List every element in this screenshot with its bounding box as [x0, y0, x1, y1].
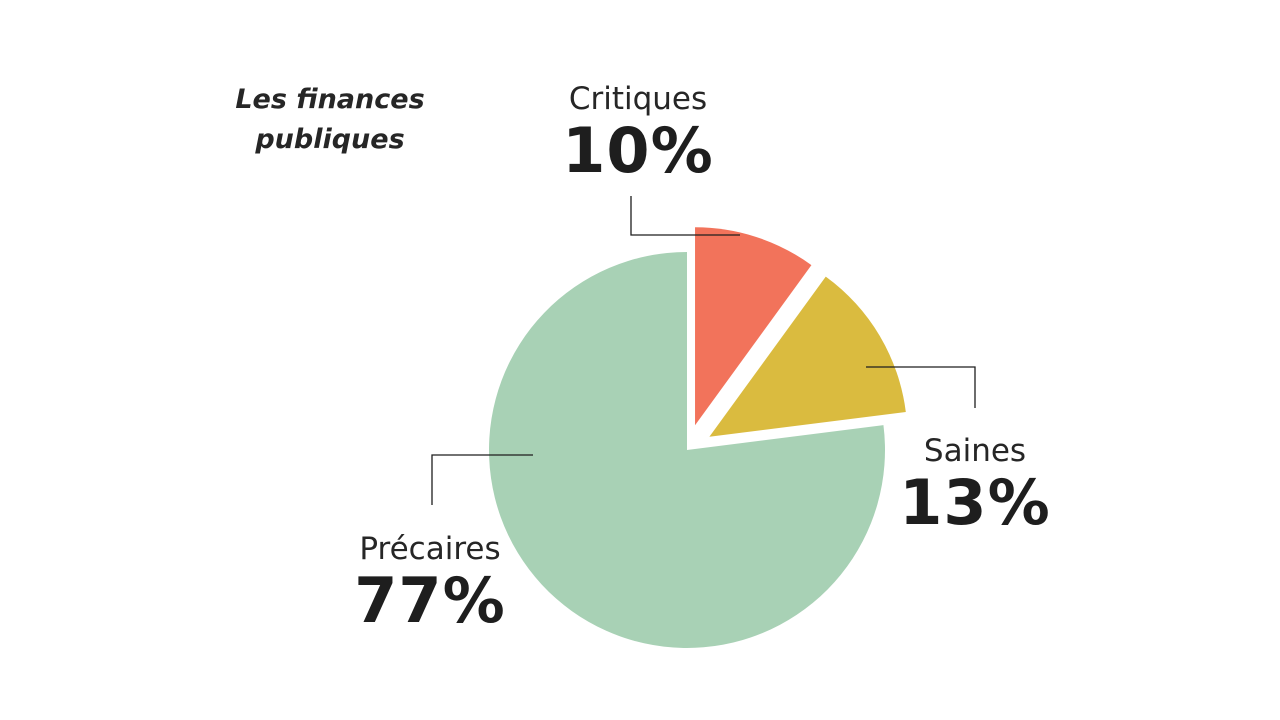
- label-precaires: Précaires 77%: [330, 530, 530, 634]
- pie-slice-saines: [709, 276, 906, 437]
- chart-title-line-2: publiques: [255, 124, 405, 155]
- slice-name-critiques: Critiques: [568, 81, 708, 117]
- slice-value-saines: 13%: [899, 466, 1051, 539]
- label-saines: Saines 13%: [875, 432, 1075, 536]
- slice-name-saines: Saines: [923, 433, 1027, 469]
- pie-slice-critiques: [695, 227, 812, 426]
- leader-line-saines: [866, 366, 976, 408]
- slice-value-critiques: 10%: [562, 114, 714, 187]
- slice-value-precaires: 77%: [354, 564, 506, 637]
- pie-slice-precaires: [488, 252, 885, 648]
- slice-name-precaires: Précaires: [359, 531, 501, 567]
- label-critiques: Critiques 10%: [538, 80, 738, 184]
- chart-title-line-1: Les finances: [235, 84, 425, 115]
- leader-line-critiques: [630, 196, 740, 236]
- chart-title: Les finances publiques: [200, 80, 460, 160]
- leader-line-precaires: [431, 454, 533, 505]
